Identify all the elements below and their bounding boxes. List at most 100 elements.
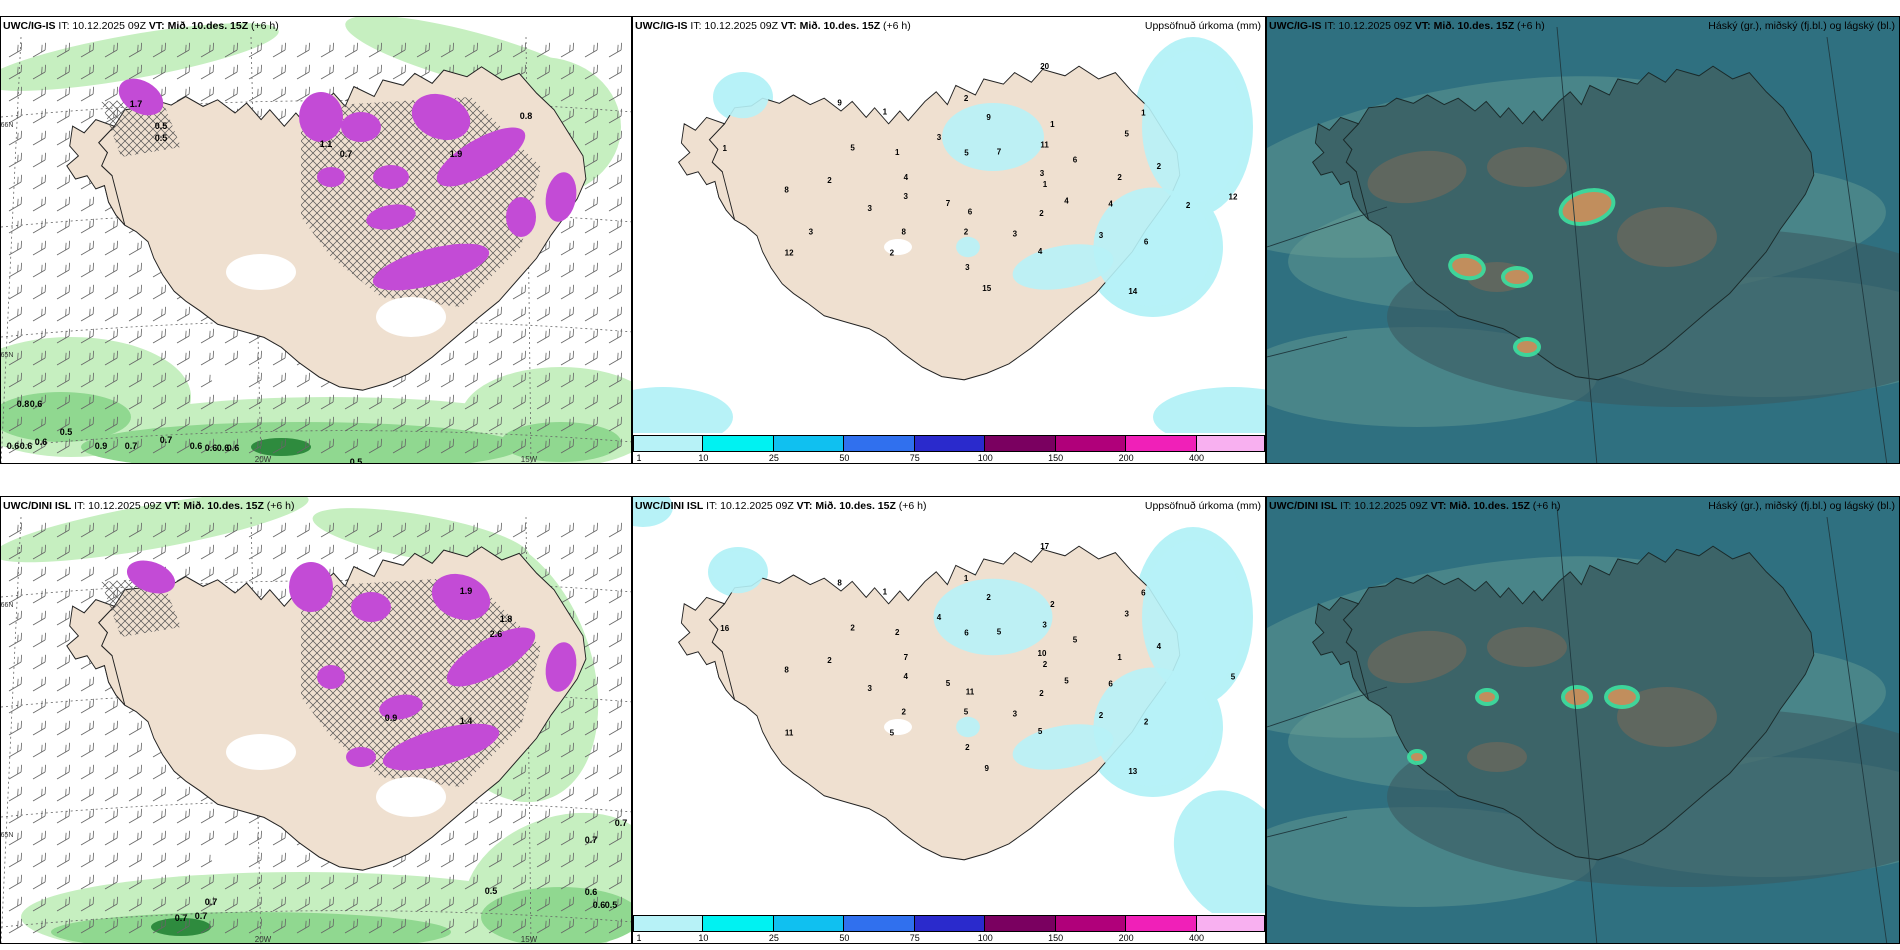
wind-barb [224, 896, 238, 912]
wind-barb [176, 42, 190, 58]
colorbar-tick: 150 [1048, 933, 1064, 943]
wind-barb [128, 416, 142, 432]
precip-value: 13 [1128, 767, 1137, 776]
wind-barb [608, 720, 622, 736]
wind-barb [296, 544, 310, 560]
wind-barb [56, 262, 70, 278]
wind-barb [344, 64, 358, 80]
wind-barb [608, 918, 622, 934]
wind-barb [200, 42, 214, 58]
precip-value: 5 [1064, 677, 1069, 686]
wind-barb [560, 416, 574, 432]
wind-barb [56, 284, 70, 300]
colorbar-swatch [914, 915, 986, 932]
left-map-value: 0.6 [217, 443, 230, 453]
wind-barb [56, 86, 70, 102]
wind-barb [200, 808, 214, 824]
wind-barb [512, 394, 526, 410]
wind-barb [560, 764, 574, 780]
wind-barb [296, 522, 310, 538]
wind-barb [56, 372, 70, 388]
wind-barb [104, 698, 118, 714]
precip-value: 9 [986, 113, 991, 122]
wind-barb [32, 830, 46, 846]
left-map-value: 0.6 [20, 441, 33, 451]
wind-barb [80, 64, 94, 80]
wind-barb [464, 874, 478, 890]
wind-barb [152, 416, 166, 432]
wind-barb [560, 808, 574, 824]
wind-barb [128, 742, 142, 758]
wind-barb [152, 852, 166, 868]
precip-value: 4 [904, 173, 909, 182]
wind-barb [392, 544, 406, 560]
cloud-map [1267, 497, 1899, 943]
wind-barb [56, 174, 70, 190]
wind-barb [272, 42, 286, 58]
colorbar-tick: 50 [839, 933, 850, 943]
left-map-value: 0.5 [60, 427, 73, 437]
wind-barb [80, 108, 94, 124]
wind-barb [560, 874, 574, 890]
colorbar-swatch [985, 435, 1056, 452]
precip-value: 2 [1043, 660, 1048, 669]
left-map-value: 1.1 [320, 139, 333, 149]
wind-barb [8, 830, 22, 846]
wind-barb [56, 416, 70, 432]
wind-barb [32, 372, 46, 388]
wind-barb [80, 394, 94, 410]
wind-barb [152, 394, 166, 410]
wind-barb [488, 874, 502, 890]
wind-barb [440, 42, 454, 58]
colorbar-tick: 400 [1189, 453, 1205, 463]
wind-barb [32, 874, 46, 890]
wind-barb [56, 896, 70, 912]
wind-barb [560, 42, 574, 58]
wind-barb [440, 438, 454, 454]
precip-value: 5 [946, 679, 951, 688]
colorbar-tick: 10 [698, 453, 709, 463]
wind-barb [56, 152, 70, 168]
wind-barb [56, 720, 70, 736]
wind-barb [32, 676, 46, 692]
precip-value: 11 [1040, 140, 1049, 149]
wind-barb [152, 64, 166, 80]
wind-barb [56, 742, 70, 758]
wind-barb [368, 896, 382, 912]
wind-barb [176, 306, 190, 322]
wind-barb [176, 64, 190, 80]
wind-barb [56, 764, 70, 780]
wind-barb [560, 108, 574, 124]
wind-barb [272, 372, 286, 388]
wind-barb [320, 874, 334, 890]
wind-barb [296, 42, 310, 58]
wind-barb [128, 240, 142, 256]
precip-value: 7 [946, 199, 951, 208]
wind-barb [488, 830, 502, 846]
wind-barb [248, 874, 262, 890]
wind-barb [104, 372, 118, 388]
wind-barb [560, 350, 574, 366]
precip-value: 5 [1038, 727, 1043, 736]
wind-barb [224, 566, 238, 582]
wind-barb [80, 698, 94, 714]
wind-barb [32, 764, 46, 780]
wind-barb [608, 42, 622, 58]
wind-barb [104, 42, 118, 58]
precip-value: 3 [1013, 229, 1018, 238]
wind-barb [560, 64, 574, 80]
wind-barb [488, 416, 502, 432]
wind-barb [56, 306, 70, 322]
wind-barb [608, 632, 622, 648]
wind-barb [176, 350, 190, 366]
wind-barb [8, 218, 22, 234]
colorbar-swatch [633, 435, 704, 452]
left-map-value: 1.9 [460, 586, 473, 596]
wind-barb [392, 918, 406, 934]
wind-barb [32, 720, 46, 736]
axis-label-66n: 66N [1, 122, 13, 129]
left-map-value: 0.5 [155, 133, 168, 143]
precip-value: 12 [1229, 193, 1238, 202]
westfjords-coast [1311, 116, 1370, 221]
wind-barb [560, 328, 574, 344]
